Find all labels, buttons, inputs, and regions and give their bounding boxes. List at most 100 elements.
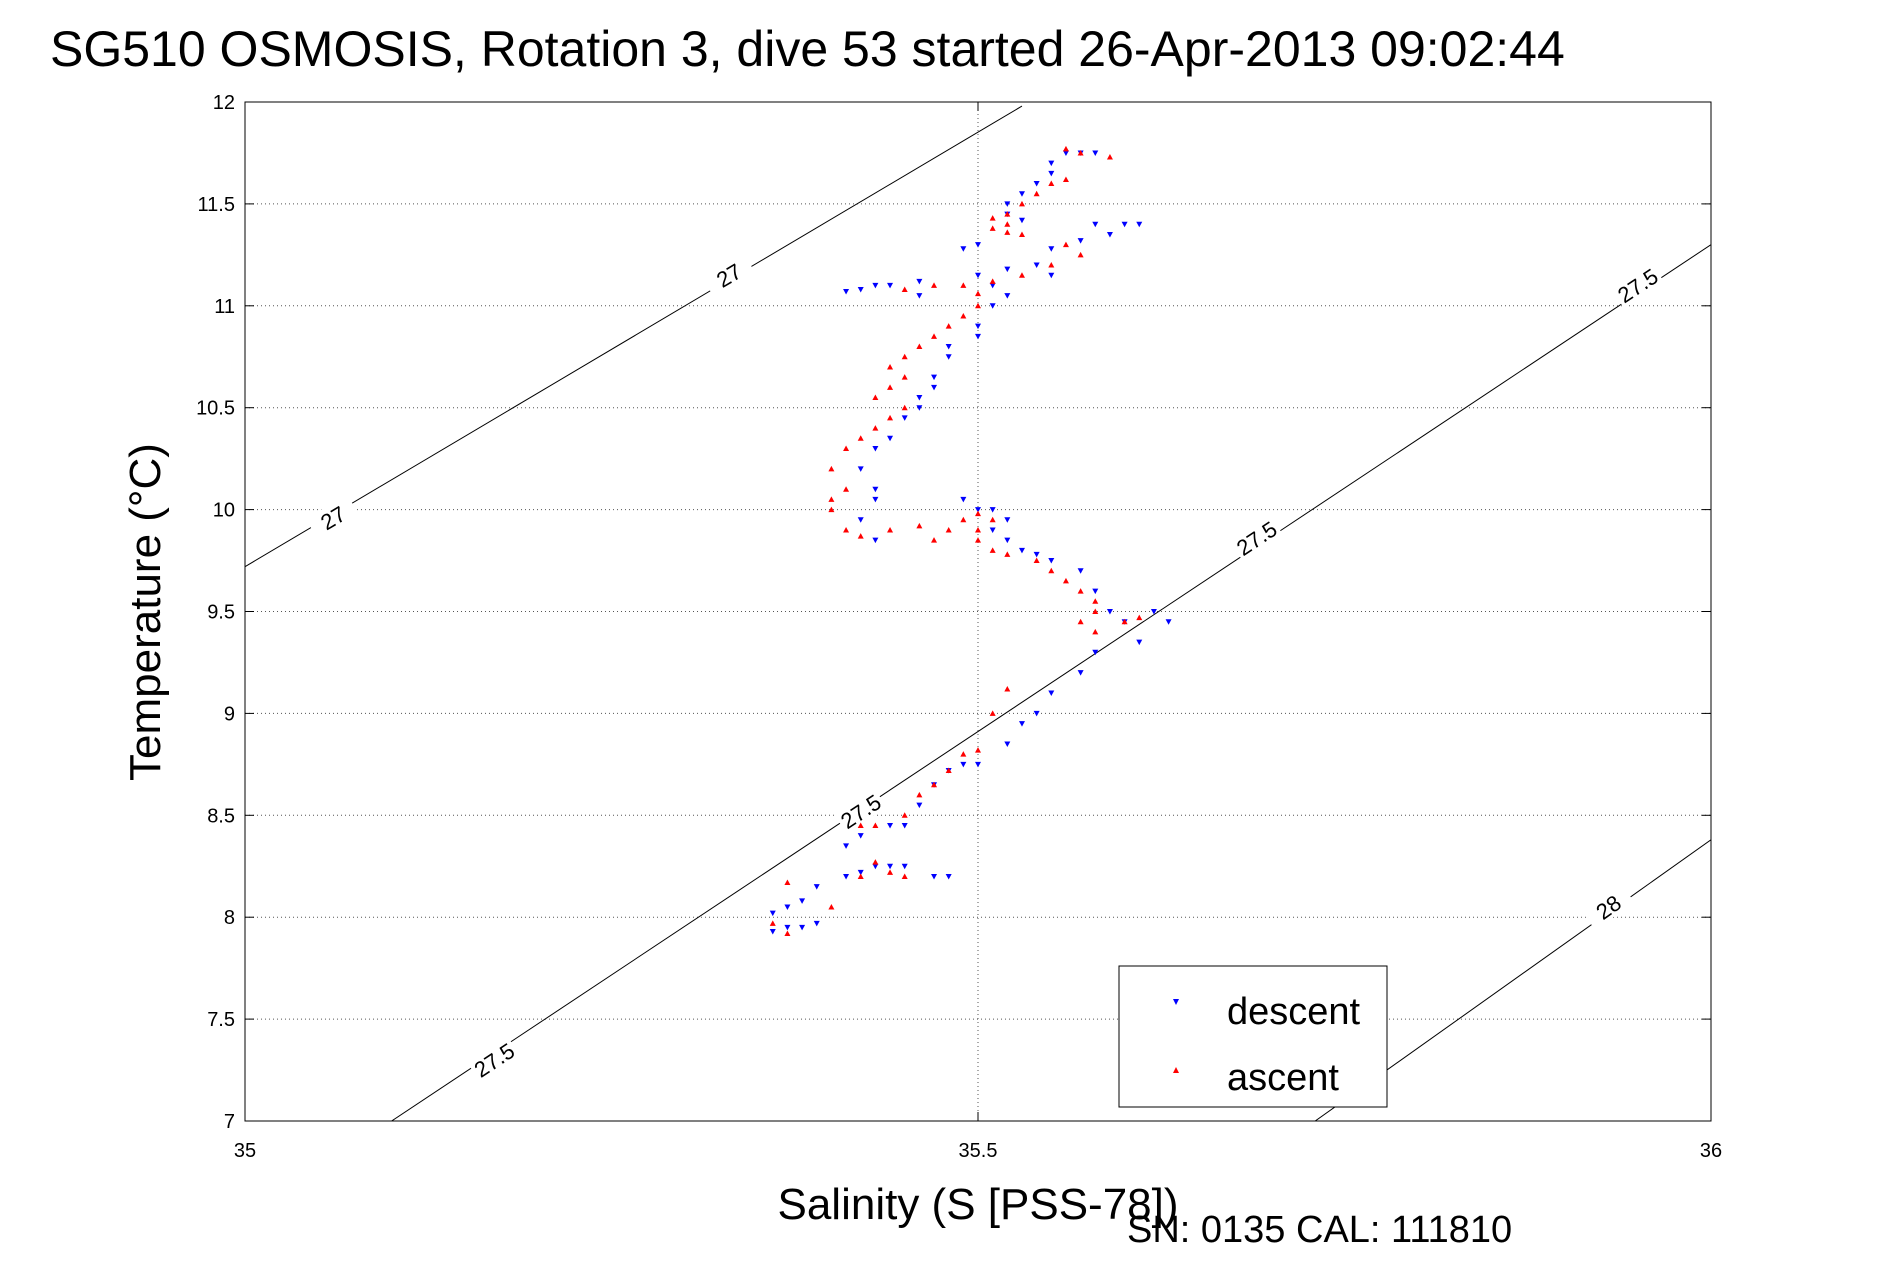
ascent-point [989, 710, 996, 716]
y-tick-label: 9.5 [207, 602, 235, 624]
ascent-point [887, 869, 894, 875]
descent-point [1033, 181, 1040, 187]
ascent-point [960, 516, 967, 523]
descent-point [989, 507, 996, 513]
y-tick-label: 11.5 [198, 194, 235, 216]
ascent-point [945, 323, 952, 329]
descent-point [887, 822, 894, 829]
ascent-point [931, 537, 938, 543]
ascent-point [784, 930, 791, 937]
descent-point [872, 496, 879, 503]
descent-point [1033, 262, 1040, 269]
descent-point [813, 920, 820, 927]
contour-label-bg [1610, 261, 1664, 308]
ascent-point [1048, 567, 1055, 574]
ascent-point [1004, 229, 1011, 235]
legend: descent ascent [1118, 965, 1388, 1108]
ascent-point [1033, 190, 1040, 197]
contour-label-bg [1581, 882, 1635, 930]
descent-point [975, 242, 981, 248]
descent-point [1048, 160, 1055, 167]
ascent-point [989, 215, 996, 221]
y-tick-label: 10.5 [196, 398, 235, 420]
y-axis: 7 7.5 8 8.5 9 9.5 10 10.5 11 11.5 12 [196, 92, 1711, 1133]
ascent-point [975, 526, 981, 533]
ascent-point [1033, 557, 1040, 564]
ascent-point [872, 822, 879, 828]
descent-point [916, 278, 923, 285]
ascent-point [1018, 272, 1025, 278]
descent-point [989, 303, 996, 309]
ascent-point [1062, 176, 1069, 182]
descent-point [931, 374, 938, 381]
ascent-point [857, 873, 864, 879]
ascent-point [1018, 231, 1025, 237]
ascent-point [989, 547, 996, 553]
descent-point [872, 537, 879, 544]
descent-point [1092, 649, 1099, 656]
descent-point [769, 910, 776, 917]
ascent-point [872, 859, 879, 865]
descent-point [1048, 558, 1055, 564]
descent-point [1150, 609, 1157, 615]
contour-label-bg [305, 494, 360, 540]
ascent-point [989, 225, 996, 231]
x-tick-label: 35.5 [959, 1140, 998, 1162]
ascent-point [945, 767, 952, 773]
descent-point [1048, 690, 1055, 697]
ascent-point [887, 363, 894, 370]
contour-label-bg [1229, 514, 1283, 561]
descent-point [1062, 150, 1069, 156]
descent-point [1092, 221, 1099, 228]
descent-point [1106, 231, 1113, 238]
descent-point [887, 282, 894, 289]
ascent-point [989, 278, 996, 284]
descent-point [857, 466, 864, 472]
descent-point [901, 822, 908, 829]
ascent-point [843, 526, 850, 533]
ascent-point [1092, 628, 1099, 635]
ascent-point [916, 522, 923, 529]
x-tick-label: 35 [234, 1140, 256, 1162]
y-axis-label: Temperature (°C) [121, 443, 170, 781]
ascent-point [1092, 598, 1099, 604]
descent-point [1004, 741, 1011, 747]
ascent-point [1077, 149, 1084, 156]
ascent-point [1062, 241, 1069, 248]
y-tick-label: 7 [224, 1111, 235, 1133]
y-tick-label: 12 [213, 92, 235, 114]
ascent-point [887, 414, 894, 421]
descent-point [1165, 619, 1172, 625]
descent-point [960, 246, 967, 252]
ascent-point [975, 747, 981, 753]
descent-point [901, 415, 908, 421]
ascent-point [901, 353, 908, 360]
ascent-point [1077, 588, 1084, 594]
descent-point [1077, 238, 1084, 244]
descent-point [1004, 266, 1011, 273]
ascent-point [960, 282, 967, 288]
legend-ascent-label: ascent [1227, 1057, 1339, 1099]
descent-point [1018, 547, 1025, 554]
descent-point [1106, 609, 1113, 615]
y-tick-label: 10 [213, 500, 235, 522]
legend-descent-marker [1173, 999, 1179, 1005]
descent-point [1077, 670, 1084, 676]
descent-point [975, 333, 981, 340]
legend-box [1118, 965, 1388, 1108]
ascent-point [901, 286, 908, 292]
descent-point [945, 344, 952, 350]
descent-point [813, 884, 820, 890]
descent-point [931, 384, 938, 391]
ascent-point [1004, 211, 1011, 217]
x-tick-label: 36 [1700, 1140, 1722, 1162]
ascent-point [931, 282, 938, 288]
descent-point [989, 282, 996, 289]
ascent-point [901, 374, 908, 380]
ascent-point [872, 394, 879, 401]
ascent-point [1004, 221, 1011, 227]
descent-point [960, 496, 967, 503]
descent-point [989, 527, 996, 533]
